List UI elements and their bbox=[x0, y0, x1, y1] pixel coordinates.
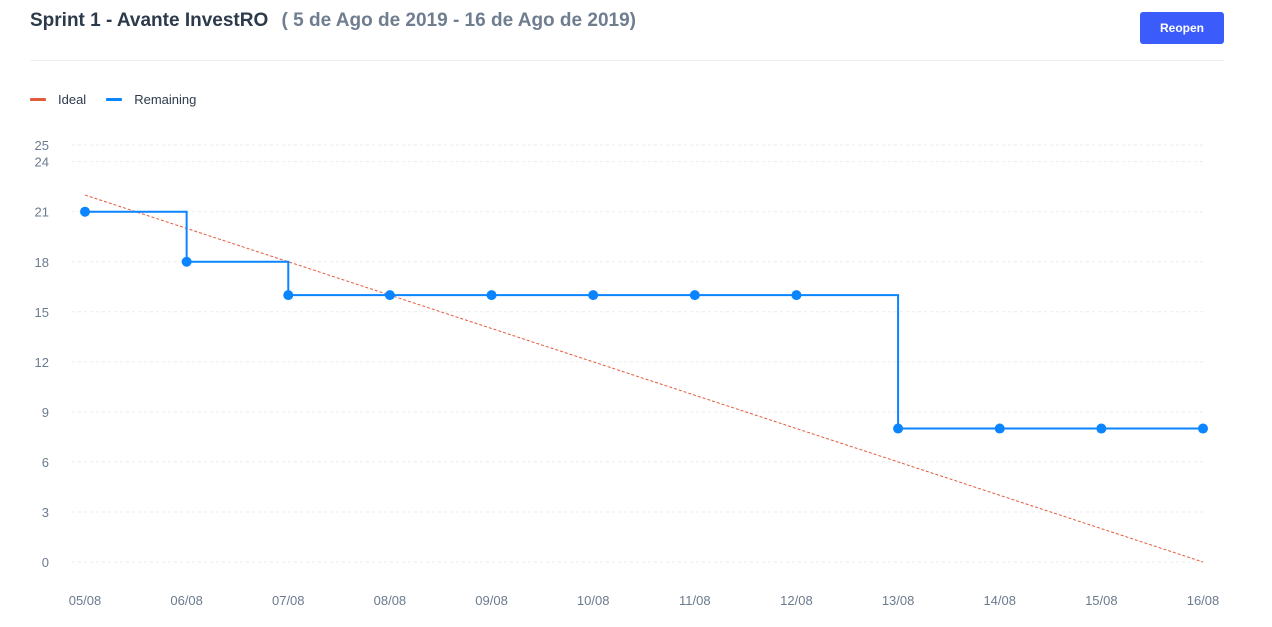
x-tick-label: 15/08 bbox=[1085, 593, 1118, 608]
sprint-title: Sprint 1 - Avante InvestRO bbox=[30, 10, 269, 31]
remaining-point[interactable] bbox=[283, 290, 294, 301]
remaining-point[interactable] bbox=[1096, 423, 1107, 434]
y-tick-label: 3 bbox=[42, 505, 49, 520]
y-tick-label: 18 bbox=[35, 255, 49, 270]
y-tick-label: 24 bbox=[35, 155, 49, 170]
remaining-point[interactable] bbox=[181, 256, 192, 267]
remaining-line bbox=[85, 210, 1203, 430]
y-tick-label: 6 bbox=[42, 455, 49, 470]
x-tick-label: 12/08 bbox=[780, 593, 813, 608]
chart-header: Sprint 1 - Avante InvestRO ( 5 de Ago de… bbox=[30, 8, 1224, 61]
y-tick-label: 9 bbox=[42, 405, 49, 420]
x-tick-label: 14/08 bbox=[983, 593, 1016, 608]
y-tick-label: 21 bbox=[35, 205, 49, 220]
legend-item-remaining[interactable]: Remaining bbox=[106, 92, 196, 107]
x-tick-label: 07/08 bbox=[272, 593, 305, 608]
remaining-point[interactable] bbox=[994, 423, 1005, 434]
y-tick-label: 12 bbox=[35, 355, 49, 370]
x-axis-labels: 05/08 06/08 07/08 08/08 09/08 10/08 11/08 12/08… bbox=[69, 593, 1220, 608]
x-tick-label: 11/08 bbox=[679, 593, 711, 608]
remaining-series bbox=[80, 206, 1208, 434]
remaining-point[interactable] bbox=[1198, 423, 1208, 434]
y-tick-label: 0 bbox=[42, 555, 49, 570]
remaining-point[interactable] bbox=[384, 290, 395, 301]
ideal-series bbox=[84, 194, 1204, 563]
x-tick-label: 06/08 bbox=[170, 593, 203, 608]
x-tick-label: 08/08 bbox=[374, 593, 407, 608]
y-tick-label: 25 bbox=[35, 138, 49, 153]
x-tick-label: 10/08 bbox=[577, 593, 610, 608]
legend-swatch-ideal bbox=[30, 98, 46, 101]
page-title: Sprint 1 - Avante InvestRO ( 5 de Ago de… bbox=[30, 10, 636, 32]
y-axis-labels: 0 3 6 9 12 15 18 21 24 25 bbox=[35, 138, 49, 570]
sprint-date-range: ( 5 de Ago de 2019 - 16 de Ago de 2019) bbox=[281, 10, 636, 31]
legend-swatch-remaining bbox=[106, 98, 123, 101]
remaining-point[interactable] bbox=[588, 290, 599, 301]
x-tick-label: 05/08 bbox=[69, 593, 102, 608]
remaining-point[interactable] bbox=[893, 423, 904, 434]
legend-item-ideal[interactable]: Ideal bbox=[30, 92, 86, 107]
y-tick-label: 15 bbox=[35, 305, 49, 320]
legend-label-ideal: Ideal bbox=[58, 92, 87, 107]
remaining-point[interactable] bbox=[80, 206, 90, 217]
remaining-point[interactable] bbox=[689, 290, 700, 301]
remaining-point[interactable] bbox=[486, 290, 497, 301]
legend-label-remaining: Remaining bbox=[134, 92, 197, 107]
remaining-point[interactable] bbox=[791, 290, 802, 301]
x-tick-label: 16/08 bbox=[1187, 593, 1220, 608]
chart-grid bbox=[72, 144, 1203, 563]
chart-legend: Ideal Remaining bbox=[30, 92, 216, 107]
ideal-line bbox=[84, 194, 1204, 563]
x-tick-label: 13/08 bbox=[882, 593, 915, 608]
x-tick-label: 09/08 bbox=[475, 593, 508, 608]
reopen-button[interactable]: Reopen bbox=[1140, 12, 1224, 44]
